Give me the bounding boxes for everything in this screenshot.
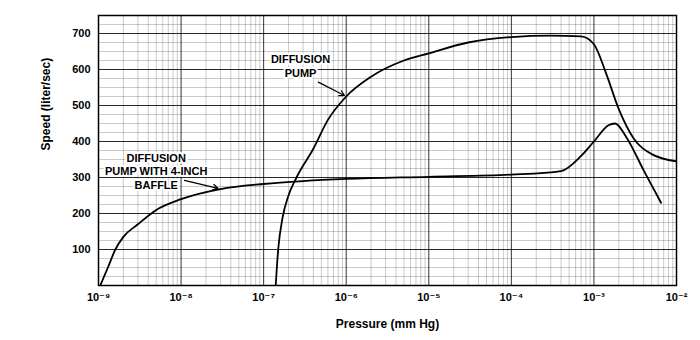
svg-text:10⁻⁸: 10⁻⁸ [169, 291, 192, 303]
svg-text:10⁻⁹: 10⁻⁹ [87, 291, 110, 303]
svg-text:10⁻⁴: 10⁻⁴ [500, 291, 523, 303]
svg-text:10⁻⁶: 10⁻⁶ [335, 291, 358, 303]
svg-text:200: 200 [72, 207, 90, 219]
svg-text:300: 300 [72, 171, 90, 183]
svg-text:600: 600 [72, 63, 90, 75]
svg-text:400: 400 [72, 135, 90, 147]
svg-text:DIFFUSIONPUMP: DIFFUSIONPUMP [271, 53, 330, 79]
svg-text:10⁻⁵: 10⁻⁵ [417, 291, 440, 303]
svg-text:500: 500 [72, 99, 90, 111]
svg-text:Speed (liter/sec): Speed (liter/sec) [39, 58, 53, 151]
svg-text:10⁻³: 10⁻³ [583, 291, 605, 303]
svg-text:700: 700 [72, 27, 90, 39]
svg-text:10⁻²: 10⁻² [666, 291, 688, 303]
svg-text:DIFFUSIONPUMP WITH 4-INCHBAFFL: DIFFUSIONPUMP WITH 4-INCHBAFFLE [105, 152, 208, 192]
svg-text:100: 100 [72, 243, 90, 255]
svg-text:Pressure (mm Hg): Pressure (mm Hg) [336, 317, 439, 331]
svg-text:10⁻⁷: 10⁻⁷ [252, 291, 275, 303]
